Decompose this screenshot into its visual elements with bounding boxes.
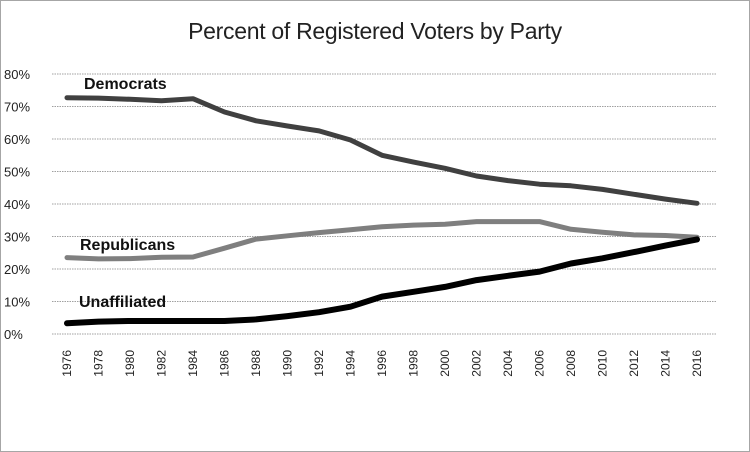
x-tick-label: 1994 [344,350,358,377]
x-tick-label: 1982 [155,350,169,377]
x-tick-label: 2016 [690,350,704,377]
x-tick-label: 1998 [407,350,421,377]
x-tick-label: 2008 [564,350,578,377]
x-tick-label: 2012 [627,350,641,377]
x-tick-label: 2002 [470,350,484,377]
chart-title: Percent of Registered Voters by Party [188,18,562,44]
y-tick-label: 40% [4,197,30,212]
gridlines [52,73,717,335]
y-tick-label: 10% [4,295,30,310]
y-tick-label: 80% [4,67,30,82]
series-label-republicans: Republicans [80,237,175,254]
y-tick-label: 30% [4,230,30,245]
x-tick-label: 1984 [186,350,200,377]
x-tick-label: 2004 [501,350,515,377]
x-tick-label: 1980 [123,350,137,377]
y-tick-label: 70% [4,100,30,115]
x-tick-label: 2014 [659,350,673,377]
series-line-democrats [64,95,700,206]
series-labels: Democrats Republicans Unaffiliated [79,76,175,311]
x-tick-label: 1978 [92,350,106,377]
x-tick-label: 2000 [438,350,452,377]
y-axis-tick-labels: 0% 10% 20% 30% 40% 50% 60% 70% 80% [4,67,30,342]
x-tick-label: 2010 [596,350,610,377]
y-tick-label: 60% [4,132,30,147]
series-label-democrats: Democrats [84,76,167,93]
y-tick-label: 20% [4,262,30,277]
x-tick-label: 1976 [60,350,74,377]
x-tick-label: 1990 [281,350,295,377]
x-axis-tick-labels: 1976 1978 1980 1982 1984 1986 1988 1990 1992 1994… [60,350,704,377]
x-tick-label: 1996 [375,350,389,377]
y-tick-label: 50% [4,165,30,180]
x-tick-label: 1986 [218,350,232,377]
x-tick-label: 2006 [533,350,547,377]
series-label-unaffiliated: Unaffiliated [79,294,166,311]
series-lines [64,95,700,327]
y-tick-label: 0% [4,327,23,342]
x-tick-label: 1992 [312,350,326,377]
x-tick-label: 1988 [249,350,263,377]
